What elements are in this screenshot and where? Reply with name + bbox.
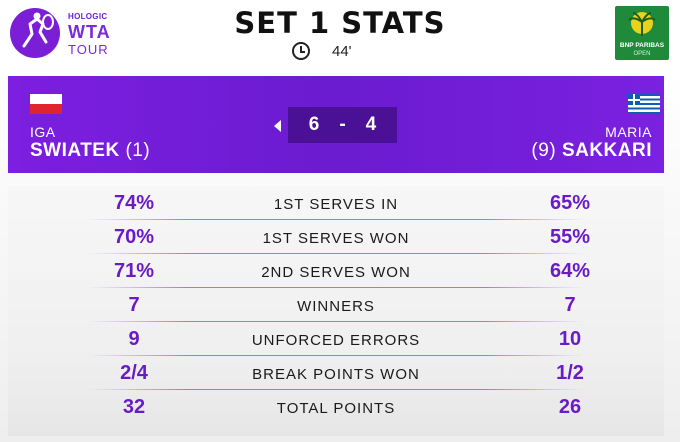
duration-value: 44': [332, 42, 352, 60]
player1-seed: (1): [125, 140, 151, 161]
player1-stat-value: 2/4: [120, 362, 148, 384]
player2-last-name: (9) SAKKARI: [531, 140, 652, 162]
tennis-player-icon: [10, 8, 60, 58]
player1-last-name: SWIATEK (1): [30, 140, 150, 162]
player2-surname: SAKKARI: [561, 140, 652, 161]
match-duration: 44': [292, 41, 352, 61]
stat-row: 2/4 BREAK POINTS WON 1/2: [8, 356, 664, 390]
stat-label: 2ND SERVES WON: [261, 264, 411, 281]
player2-stat-value: 55%: [549, 226, 591, 248]
row-divider: [88, 219, 584, 220]
set-score: 6 - 4: [288, 107, 397, 143]
stat-label: WINNERS: [297, 298, 375, 315]
stat-row: 70% 1ST SERVES WON 55%: [8, 220, 664, 254]
player1-stat-value: 71%: [113, 260, 155, 282]
clock-icon: [292, 42, 310, 60]
player1-surname: SWIATEK: [30, 140, 120, 161]
row-divider: [88, 355, 584, 356]
bnp-paribas-open-logo: BNP PARIBAS OPEN: [615, 6, 669, 60]
score-separator: -: [339, 114, 346, 135]
event-logo-line2: OPEN: [633, 51, 651, 57]
stat-row: 74% 1ST SERVES IN 65%: [8, 186, 664, 220]
player2-stat-value: 65%: [549, 192, 591, 214]
row-divider: [88, 389, 584, 390]
player2-first-name: MARIA: [605, 124, 652, 140]
player1-score: 6: [308, 114, 320, 135]
player2-score: 4: [365, 114, 377, 135]
row-divider: [88, 287, 584, 288]
wta-tour-logo: HOLOGIC WTA TOUR: [10, 6, 120, 60]
greece-flag-icon: [628, 94, 660, 114]
player2-stat-value: 10: [558, 328, 582, 350]
stat-row: 71% 2ND SERVES WON 64%: [8, 254, 664, 288]
stat-label: 1ST SERVES WON: [262, 230, 410, 247]
player1-stat-value: 74%: [113, 192, 155, 214]
player1-stat-value: 32: [122, 396, 146, 418]
event-logo-line1: BNP PARIBAS: [619, 42, 665, 49]
poland-flag-icon: [30, 94, 62, 114]
sponsor-name: HOLOGIC: [68, 12, 108, 21]
player2-stat-value: 26: [558, 396, 582, 418]
player2-stat-value: 64%: [549, 260, 591, 282]
row-divider: [88, 321, 584, 322]
serving-indicator-icon: [274, 120, 281, 132]
player2-seed: (9): [531, 140, 557, 161]
player2-stat-value: 7: [564, 294, 576, 316]
row-divider: [88, 253, 584, 254]
player1-stat-value: 7: [128, 294, 140, 316]
brand-name: WTA: [68, 22, 111, 42]
stat-label: UNFORCED ERRORS: [251, 332, 421, 349]
stat-row: 32 TOTAL POINTS 26: [8, 390, 664, 424]
player1-first-name: IGA: [30, 124, 56, 140]
stat-row: 9 UNFORCED ERRORS 10: [8, 322, 664, 356]
stat-label: BREAK POINTS WON: [252, 366, 420, 383]
brand-sub: TOUR: [68, 42, 109, 57]
palm-tree-icon: [628, 12, 656, 36]
scoreboard-band: IGA SWIATEK (1) MARIA (9) SAKKARI 6 - 4: [8, 76, 664, 173]
stats-table: 74% 1ST SERVES IN 65% 70% 1ST SERVES WON…: [8, 186, 664, 436]
page-title: SET 1 STATS: [234, 6, 446, 40]
player1-stat-value: 70%: [113, 226, 155, 248]
stat-row: 7 WINNERS 7: [8, 288, 664, 322]
player2-stat-value: 1/2: [556, 362, 584, 384]
stat-label: 1ST SERVES IN: [273, 196, 399, 213]
player1-stat-value: 9: [128, 328, 140, 350]
stat-label: TOTAL POINTS: [276, 400, 396, 417]
